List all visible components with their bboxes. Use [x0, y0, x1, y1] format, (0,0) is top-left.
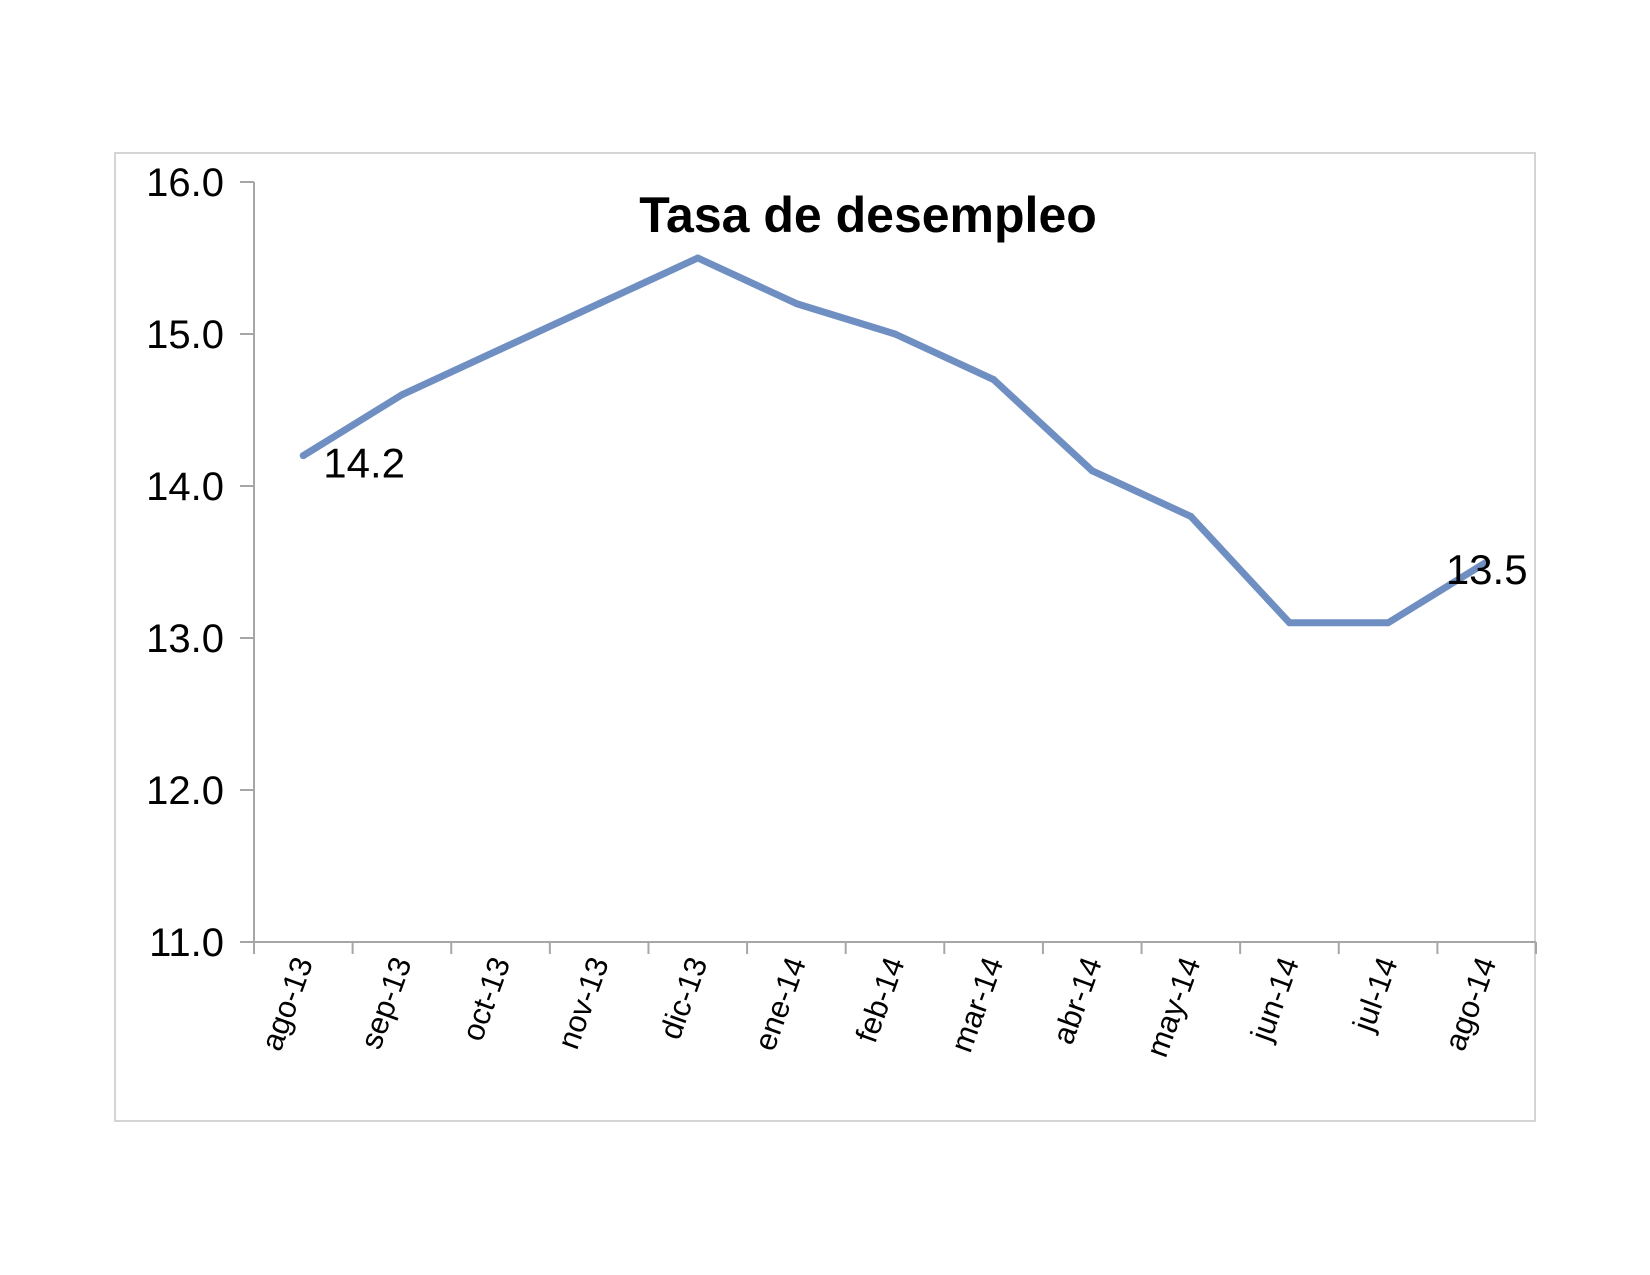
y-tick-label: 14.0 [146, 465, 224, 509]
data-labels: 14.2 13.5 [323, 440, 1527, 593]
x-tick-label: abr-14 [1045, 952, 1109, 1048]
x-tick-label: ene-14 [747, 952, 813, 1055]
data-point [299, 452, 307, 460]
y-tick-label: 13.0 [146, 617, 224, 661]
data-point [595, 300, 603, 308]
data-point [792, 300, 800, 308]
x-tick-label: may-14 [1139, 952, 1207, 1061]
series-line [299, 254, 1491, 627]
x-tick-label: jul-14 [1345, 952, 1404, 1036]
x-axis: ago-13 sep-13 oct-13 nov-13 dic-13 ene-14 feb-… [253, 941, 1537, 1062]
data-label: 13.5 [1446, 546, 1528, 593]
x-tick-label: ago-14 [1437, 952, 1503, 1055]
x-tick-label: feb-14 [849, 952, 912, 1047]
data-point [1483, 558, 1491, 566]
y-tick-label: 11.0 [149, 921, 224, 965]
data-point [694, 254, 702, 262]
series-group [299, 254, 1491, 627]
x-tick-label: mar-14 [944, 952, 1010, 1056]
chart-title: Tasa de desempleo [639, 187, 1097, 243]
data-point [1285, 619, 1293, 627]
data-point [891, 330, 899, 338]
data-point [990, 376, 998, 384]
x-tick-label: oct-13 [455, 952, 517, 1045]
data-point [497, 345, 505, 353]
x-tick-label: nov-13 [550, 952, 615, 1053]
data-point [398, 391, 406, 399]
y-axis: 11.0 12.0 13.0 14.0 15.0 16.0 [146, 161, 255, 965]
y-tick-label: 16.0 [146, 161, 224, 205]
x-tick-label: sep-13 [353, 952, 418, 1053]
y-tick-label: 15.0 [146, 313, 224, 357]
x-tick-label: jun-14 [1243, 952, 1306, 1046]
x-tick-label: ago-13 [254, 952, 320, 1055]
data-label: 14.2 [323, 440, 405, 487]
data-point [1088, 467, 1096, 475]
data-point [1384, 619, 1392, 627]
y-tick-label: 12.0 [146, 769, 224, 813]
data-point [1187, 512, 1195, 520]
x-tick-label: dic-13 [653, 952, 715, 1043]
